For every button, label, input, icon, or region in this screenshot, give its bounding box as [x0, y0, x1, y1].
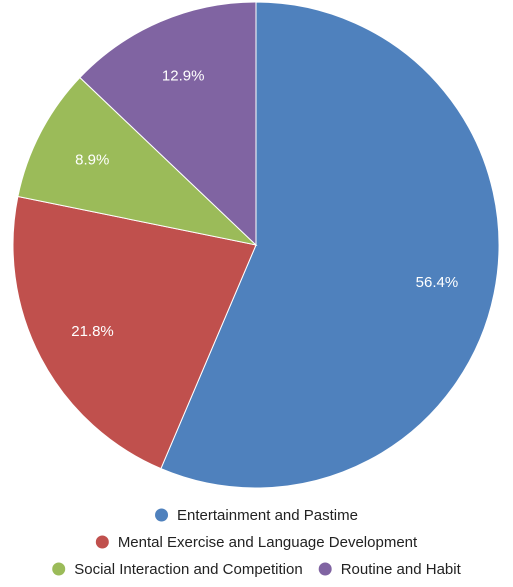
legend-label: Social Interaction and Competition [74, 561, 302, 578]
legend-item-routine-and-habit: Routine and Habit [318, 561, 462, 578]
legend-item-social-interaction-and-competition: Social Interaction and Competition [52, 561, 303, 578]
legend: Entertainment and Pastime Mental Exercise… [52, 507, 462, 578]
legend-label: Mental Exercise and Language Development [118, 534, 418, 551]
legend-label: Routine and Habit [341, 561, 462, 578]
legend-marker [52, 562, 66, 576]
legend-marker [95, 535, 109, 549]
pie-slice-routine-and-habit [79, 1, 257, 247]
slice-label-routine-and-habit: 12.9% [162, 67, 205, 84]
pie-slice-labels: 56.4% 21.8% 8.9% 12.9% [71, 67, 458, 340]
slice-label-social-interaction-and-competition: 8.9% [75, 152, 109, 169]
pie-slice-social-interaction-and-competition [17, 76, 258, 246]
legend-item-entertainment-and-pastime: Entertainment and Pastime [155, 507, 358, 524]
slice-label-mental-exercise-and-language-development: 21.8% [71, 323, 114, 340]
pie-slice-entertainment-and-pastime [160, 1, 500, 489]
legend-label: Entertainment and Pastime [177, 507, 358, 524]
slice-label-entertainment-and-pastime: 56.4% [416, 274, 459, 291]
legend-marker [155, 508, 169, 522]
pie-slices [12, 1, 500, 489]
legend-marker [318, 562, 332, 576]
legend-item-mental-exercise-and-language-development: Mental Exercise and Language Development [95, 534, 418, 551]
pie-slice-mental-exercise-and-language-development [12, 195, 257, 470]
